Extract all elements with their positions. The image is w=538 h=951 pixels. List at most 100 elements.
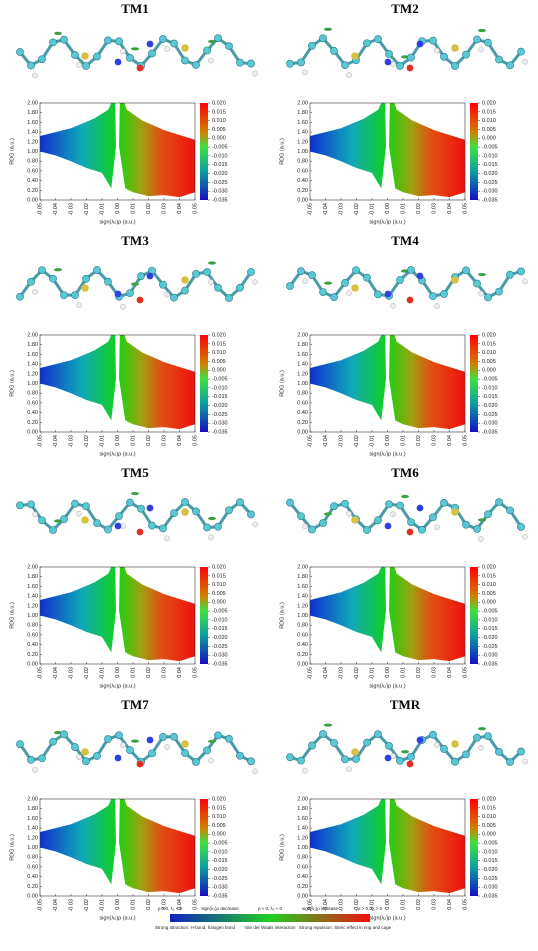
atom	[434, 303, 440, 309]
y-tick-label: 1.80	[27, 574, 38, 580]
x-tick-label: -0.03	[338, 667, 344, 680]
molecule	[16, 730, 258, 775]
atom	[384, 58, 392, 66]
colorbar-tick-label: 0.020	[482, 564, 496, 570]
x-tick-label: -0.05	[37, 203, 43, 216]
atom	[434, 47, 440, 54]
panel: TM1 0.00 0.20 0.40 0.60 0.80 1.00 1.20 1.40 1.60 1…	[9, 1, 258, 225]
y-axis-label: RDG (a.u.)	[279, 138, 285, 165]
colorbar-tick-label: 0.000	[482, 136, 496, 142]
atom	[76, 62, 82, 68]
rdg-cloud	[389, 335, 465, 430]
atom	[407, 518, 415, 526]
y-tick-label: 1.60	[27, 584, 38, 590]
x-tick-label: 0.05	[192, 667, 198, 678]
x-tick-label: 0.03	[161, 667, 167, 678]
legend-top-text: ρ > 0, λ₂ < 0	[158, 906, 183, 911]
x-tick-label: 0.02	[416, 667, 422, 678]
panel: TM2 0.00 0.20 0.40 0.60 0.80 1.00 1.20 1.40 1.60 1…	[279, 1, 528, 225]
atom	[27, 500, 35, 509]
y-tick-label: 0.00	[297, 429, 308, 435]
x-tick-label: 0.00	[115, 435, 121, 446]
y-tick-label: 1.40	[27, 594, 38, 600]
atom	[71, 51, 79, 59]
atom	[32, 72, 38, 79]
atom	[473, 525, 481, 533]
colorbar-tick-label: -0.035	[482, 197, 498, 203]
atom	[27, 61, 35, 70]
y-tick-label: 1.80	[27, 806, 38, 812]
atom	[407, 266, 415, 274]
colorbar-tick-label: -0.035	[482, 893, 498, 899]
colorbar-tick-label: -0.035	[212, 429, 228, 435]
x-tick-label: 0.02	[146, 435, 152, 446]
x-tick-label: 0.00	[115, 899, 121, 910]
y-tick-label: 0.40	[27, 642, 38, 648]
atom	[81, 516, 89, 524]
x-tick-label: 0.02	[146, 667, 152, 678]
colorbar-tick-label: 0.020	[482, 332, 496, 338]
atom	[384, 754, 392, 762]
atom	[208, 57, 214, 64]
colorbar-tick-label: -0.030	[482, 421, 498, 427]
atom	[478, 290, 484, 297]
y-tick-label: 1.00	[27, 845, 38, 851]
y-axis-label: RDG (a.u.)	[9, 370, 15, 397]
x-tick-label: -0.05	[37, 435, 43, 448]
atom	[146, 40, 154, 48]
x-tick-label: 0.04	[447, 203, 453, 214]
colorbar-tick-label: 0.000	[212, 136, 226, 142]
legend-top-text: ρ > 0, λ₂ > 0	[358, 906, 383, 911]
x-tick-label: -0.04	[323, 667, 329, 680]
atom	[236, 751, 244, 760]
atom	[81, 284, 89, 292]
atom	[181, 498, 189, 506]
atom	[225, 294, 233, 302]
atom	[302, 278, 308, 284]
colorbar-tick-label: 0.010	[482, 814, 496, 820]
y-tick-label: 1.80	[297, 806, 308, 812]
colorbar-tick-label: -0.030	[212, 653, 228, 659]
colorbar-tick-label: -0.020	[482, 635, 498, 641]
colorbar	[470, 103, 478, 200]
atom	[308, 525, 316, 534]
rdg-cloud	[119, 799, 195, 894]
x-tick-label: 0.00	[115, 667, 121, 678]
atom	[181, 740, 189, 748]
y-tick-label: 1.60	[27, 816, 38, 822]
colorbar-tick-label: 0.005	[482, 127, 496, 133]
x-tick-label: 0.04	[177, 203, 183, 214]
x-tick-label: 0.01	[130, 435, 136, 446]
atom	[120, 742, 126, 749]
colorbar-tick-label: -0.010	[482, 849, 498, 855]
x-tick-label: -0.04	[53, 667, 59, 680]
y-tick-label: 2.00	[297, 100, 308, 106]
interaction	[401, 269, 409, 273]
legend: ρ > 0, λ₂ < 0 sign(λ₂)ρ decrease ρ ≈ 0, λ₂…	[155, 906, 392, 930]
legend-bottom-text: Van der Waals interaction	[244, 925, 296, 930]
atom	[330, 46, 338, 55]
y-tick-label: 2.00	[27, 100, 38, 106]
y-tick-label: 1.40	[27, 130, 38, 136]
atom	[330, 502, 338, 511]
y-tick-label: 1.80	[27, 342, 38, 348]
atom	[484, 293, 492, 302]
x-tick-label: 0.05	[462, 667, 468, 678]
colorbar-tick-label: 0.015	[212, 109, 226, 115]
atom	[203, 523, 211, 532]
panel: TM6 0.00 0.20 0.40 0.60 0.80 1.00 1.20 1.40 1.60 1…	[279, 465, 528, 689]
colorbar-tick-label: 0.015	[482, 109, 496, 115]
atom	[164, 744, 170, 750]
atom	[416, 736, 424, 744]
x-axis-label: sign(λ₂)ρ (a.u.)	[99, 915, 135, 921]
y-tick-label: 1.80	[297, 110, 308, 116]
atom	[484, 732, 492, 741]
atom	[462, 520, 470, 529]
x-tick-label: -0.04	[53, 899, 59, 912]
atom	[286, 282, 294, 290]
x-tick-label: 0.04	[177, 435, 183, 446]
atom	[517, 747, 525, 756]
atom	[104, 36, 112, 45]
atom	[159, 733, 167, 741]
